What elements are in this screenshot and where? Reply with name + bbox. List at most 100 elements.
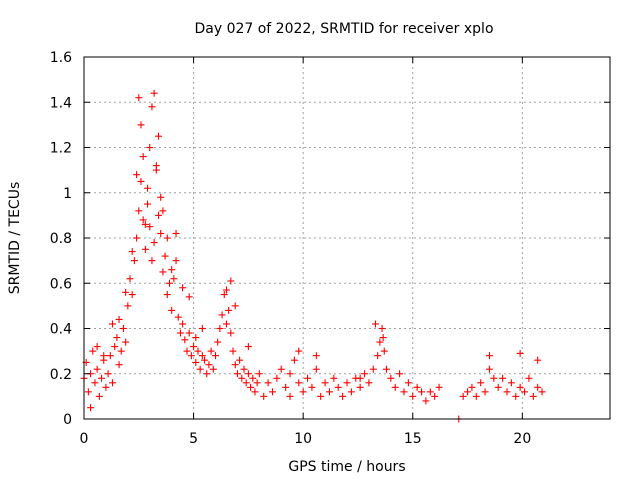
data-point: [172, 229, 180, 237]
data-point: [168, 266, 176, 274]
data-point: [361, 370, 369, 378]
data-point: [382, 365, 390, 373]
data-point: [325, 388, 333, 396]
data-point: [111, 343, 119, 351]
data-point: [312, 365, 320, 373]
data-point: [141, 245, 149, 253]
data-point: [203, 370, 211, 378]
data-point: [286, 370, 294, 378]
data-point: [183, 347, 191, 355]
data-point: [209, 365, 217, 373]
data-point: [148, 103, 156, 111]
data-point: [227, 277, 235, 285]
data-point: [222, 286, 230, 294]
data-point: [139, 153, 147, 161]
data-point: [299, 388, 307, 396]
data-point: [181, 336, 189, 344]
data-point: [137, 177, 145, 185]
data-point: [176, 329, 184, 337]
data-point: [150, 89, 158, 97]
data-point: [104, 370, 112, 378]
data-point: [117, 347, 125, 355]
data-point: [185, 329, 193, 337]
data-point: [122, 288, 130, 296]
data-point: [347, 388, 355, 396]
data-point: [150, 239, 158, 247]
data-point: [179, 284, 187, 292]
data-point: [128, 248, 136, 256]
data-point: [369, 365, 377, 373]
data-point: [409, 392, 417, 400]
data-point: [130, 257, 138, 265]
data-point: [108, 379, 116, 387]
data-point: [371, 320, 379, 328]
data-point: [196, 365, 204, 373]
data-point: [95, 392, 103, 400]
data-point: [242, 379, 250, 387]
data-point: [128, 291, 136, 299]
data-point: [115, 315, 123, 323]
data-point: [157, 229, 165, 237]
data-point: [516, 349, 524, 357]
x-tick-label: 20: [513, 431, 531, 447]
data-point: [163, 291, 171, 299]
y-axis-ticks: 0 0.2 0.4 0.6 0.8 1 1.2 1.4 1.6: [50, 50, 610, 428]
data-point: [192, 334, 200, 342]
x-tick-label: 15: [404, 431, 422, 447]
data-point: [240, 365, 248, 373]
data-point: [231, 302, 239, 310]
x-tick-label: 0: [80, 431, 89, 447]
data-point: [380, 347, 388, 355]
data-points: [80, 89, 546, 423]
data-point: [141, 220, 149, 228]
data-point: [170, 275, 178, 283]
data-point: [422, 397, 430, 405]
x-axis-label: GPS time / hours: [288, 459, 405, 475]
data-point: [198, 352, 206, 360]
data-point: [192, 358, 200, 366]
data-point: [494, 383, 502, 391]
data-point: [396, 370, 404, 378]
data-point: [229, 347, 237, 355]
data-point: [277, 365, 285, 373]
data-point: [113, 334, 121, 342]
data-point: [534, 383, 542, 391]
data-point: [249, 374, 257, 382]
data-point: [220, 291, 228, 299]
data-point: [144, 200, 152, 208]
data-point: [207, 347, 215, 355]
data-point: [481, 388, 489, 396]
data-point: [379, 334, 387, 342]
data-point: [93, 343, 101, 351]
data-point: [179, 320, 187, 328]
data-point: [144, 184, 152, 192]
data-point: [168, 306, 176, 314]
data-point: [295, 347, 303, 355]
y-tick-label: 1.2: [50, 141, 72, 157]
data-point: [435, 383, 443, 391]
data-point: [376, 338, 384, 346]
data-point: [146, 144, 154, 151]
data-point: [286, 392, 294, 400]
data-point: [244, 370, 252, 378]
y-tick-label: 1: [63, 186, 72, 202]
data-point: [404, 379, 412, 387]
data-point: [485, 352, 493, 360]
data-point: [339, 392, 347, 400]
data-point: [374, 352, 382, 360]
data-point: [534, 356, 542, 364]
data-point: [426, 388, 434, 396]
data-point: [100, 352, 108, 360]
data-point: [84, 388, 92, 396]
data-point: [251, 388, 259, 396]
y-axis-label: SRMTID / TECUs: [7, 182, 23, 295]
data-point: [146, 223, 154, 231]
data-point: [365, 379, 373, 387]
data-point: [91, 379, 99, 387]
data-point: [122, 338, 130, 346]
data-point: [152, 162, 160, 170]
data-point: [264, 379, 272, 387]
data-point: [187, 352, 195, 360]
data-point: [119, 325, 127, 332]
data-point: [201, 356, 209, 364]
